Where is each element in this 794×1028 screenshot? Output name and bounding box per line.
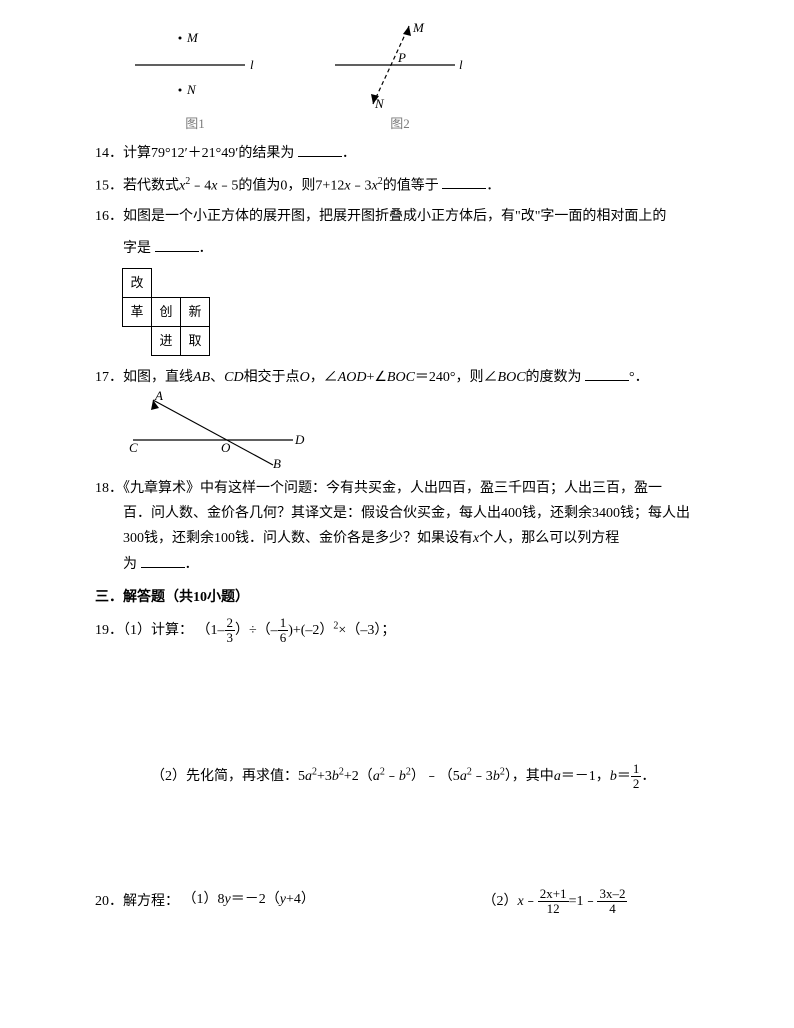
question-14: 14．计算79°12′＋21°49′的结果为 ． — [95, 141, 699, 166]
fig2-M: M — [412, 20, 425, 35]
fig2-N: N — [374, 96, 385, 110]
q16-blank — [155, 238, 199, 252]
fig2-caption: 图2 — [325, 112, 475, 135]
fig1-svg: M N l — [125, 20, 265, 110]
q14-blank — [298, 143, 342, 157]
section-3-heading: 三．解答题（共10小题） — [95, 585, 699, 610]
net-cell-jin: 进 — [151, 326, 181, 356]
svg-text:B: B — [273, 456, 281, 470]
figure-2: M N P l 图2 — [325, 20, 475, 135]
net-cell-qu: 取 — [180, 326, 210, 356]
fraction-icon: 23 — [225, 616, 236, 646]
svg-text:A: A — [154, 390, 163, 403]
q17-blank — [585, 367, 629, 381]
question-18: 18．《九章算术》中有这样一个问题：今有共买金，人出四百，盈三千四百；人出三百，… — [95, 476, 699, 577]
q17-figure: A B C D O — [95, 390, 699, 470]
q14-text: 计算79°12′＋21°49′的结果为 — [123, 146, 298, 161]
figure-1: M N l 图1 — [125, 20, 265, 135]
fig1-caption: 图1 — [125, 112, 265, 135]
net-cell-chuang: 创 — [151, 297, 181, 327]
fig2-P: P — [397, 50, 406, 65]
q15-blank — [442, 175, 486, 189]
fig2-l: l — [459, 57, 463, 72]
question-15: 15．若代数式x2﹣4x﹣5的值为0，则7+12x﹣3x2的值等于 ． — [95, 173, 699, 199]
q18-num: 18． — [95, 481, 123, 496]
fig1-N: N — [186, 82, 197, 97]
q20-num: 20． — [95, 894, 123, 909]
net-cell-gai: 改 — [122, 268, 152, 298]
figure-row: M N l 图1 M N P l 图2 — [125, 20, 699, 135]
q19-num: 19． — [95, 623, 123, 638]
q16-num: 16． — [95, 209, 123, 224]
fig2-svg: M N P l — [325, 20, 475, 110]
fig1-l: l — [250, 57, 254, 72]
cube-net: 改 革 创 新 进 取 — [123, 269, 699, 357]
svg-text:C: C — [129, 440, 138, 455]
question-19: 19．（1）计算： （1–23）÷（–16)+(–2）2×（–3）； — [95, 616, 699, 646]
question-19-part2: （2）先化简，再求值：5a2+3b2+2（a2﹣b2）﹣（5a2﹣3b2），其中… — [95, 762, 699, 792]
net-cell-xin: 新 — [180, 297, 210, 327]
fig1-M: M — [186, 30, 199, 45]
svg-text:D: D — [294, 432, 305, 447]
q15-num: 15． — [95, 178, 123, 193]
question-16: 16．如图是一个小正方体的展开图，把展开图折叠成小正方体后，有"改"字一面的相对… — [95, 204, 699, 356]
question-20: 20．解方程： （1）8y＝－2（y+4） （2）x﹣2x+112=1﹣3x–2… — [95, 887, 699, 917]
q14-num: 14． — [95, 146, 123, 161]
q18-blank — [141, 554, 185, 568]
q17-num: 17． — [95, 370, 123, 385]
svg-text:O: O — [221, 440, 231, 455]
net-cell-ge: 革 — [122, 297, 152, 327]
question-17: 17．如图，直线AB、CD相交于点O，∠AOD+∠BOC＝240°，则∠BOC的… — [95, 365, 699, 470]
